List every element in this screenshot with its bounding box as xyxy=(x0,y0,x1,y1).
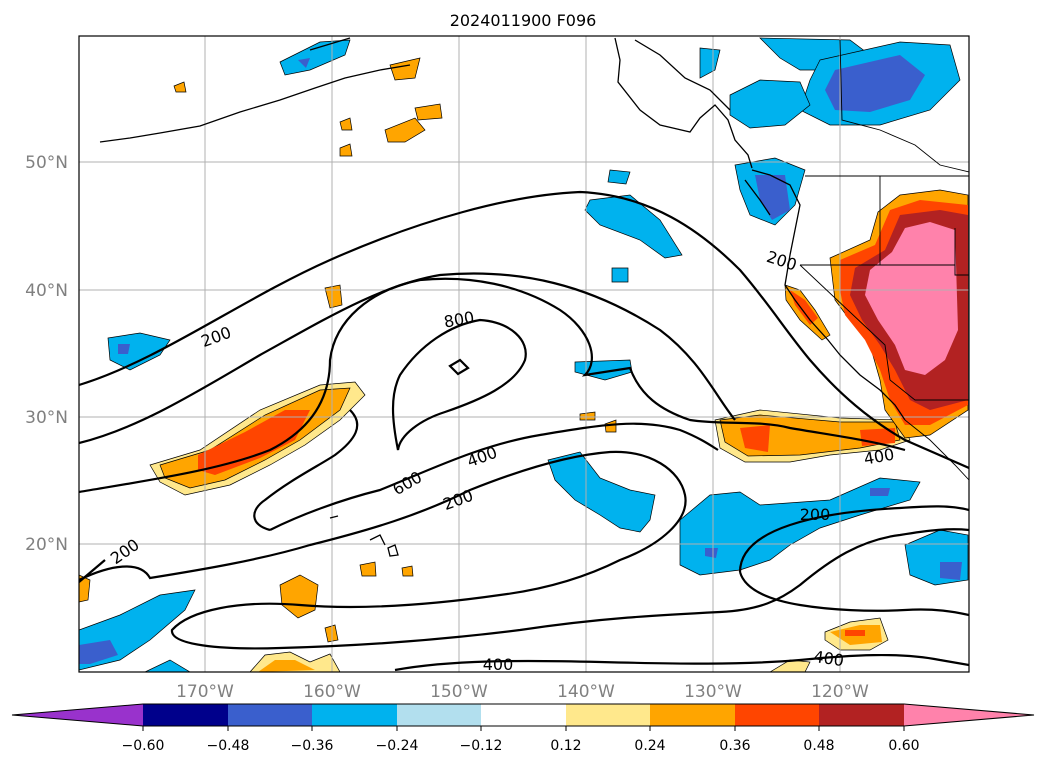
colorbar-segment xyxy=(819,704,904,726)
colorbar-tick-label: −0.60 xyxy=(122,738,165,754)
colorbar-segment xyxy=(143,704,228,726)
colorbar-tick-label: 0.36 xyxy=(719,738,750,754)
map-frame xyxy=(78,35,970,673)
colorbar-segment xyxy=(735,704,819,726)
longitude-label: 150°W xyxy=(430,682,488,702)
longitude-axis: 170°W 160°W 150°W 140°W 130°W 120°W xyxy=(176,682,869,702)
colorbar-segments xyxy=(11,703,1035,727)
latitude-axis: 50°N 40°N 30°N 20°N xyxy=(25,153,68,555)
colorbar-segment xyxy=(650,704,735,726)
negative-anomaly-fills xyxy=(79,37,969,672)
colorbar-ticks xyxy=(142,726,905,731)
latitude-label: 30°N xyxy=(25,408,68,428)
colorbar-segment xyxy=(312,704,397,726)
coastlines xyxy=(99,37,969,557)
contour-label: 400 xyxy=(812,647,845,670)
longitude-label: 160°W xyxy=(303,682,361,702)
colorbar-segment xyxy=(12,704,143,726)
colorbar-tick-label: −0.36 xyxy=(291,738,334,754)
colorbar-tick-label: −0.12 xyxy=(460,738,503,754)
colorbar-tick-label: 0.12 xyxy=(550,738,581,754)
contour-label: 400 xyxy=(483,655,514,674)
longitude-label: 130°W xyxy=(684,682,742,702)
map-title: 2024011900 F096 xyxy=(450,11,597,30)
longitude-label: 170°W xyxy=(176,682,234,702)
colorbar-segment xyxy=(481,704,566,726)
longitude-label: 140°W xyxy=(557,682,615,702)
colorbar-segment xyxy=(228,704,312,726)
colorbar-segment xyxy=(397,704,481,726)
colorbar-tick-label: 0.24 xyxy=(634,738,665,754)
latitude-label: 20°N xyxy=(25,535,68,555)
longitude-label: 120°W xyxy=(811,682,869,702)
map-area: 200 800 200 400 600 200 400 200 200 400 … xyxy=(79,36,969,674)
colorbar-tick-label: −0.24 xyxy=(376,738,419,754)
contour-lines xyxy=(79,190,969,672)
colorbar-tick-label: 0.60 xyxy=(888,738,919,754)
colorbar: −0.60 −0.48 −0.36 −0.24 −0.12 0.12 0.24 … xyxy=(11,703,1035,754)
colorbar-segment xyxy=(566,704,650,726)
colorbar-tick-label: 0.48 xyxy=(803,738,834,754)
colorbar-tick-label: −0.48 xyxy=(207,738,250,754)
latitude-label: 50°N xyxy=(25,153,68,173)
latitude-label: 40°N xyxy=(25,281,68,301)
colorbar-segment xyxy=(904,704,1034,726)
contour-label: 200 xyxy=(800,505,831,524)
